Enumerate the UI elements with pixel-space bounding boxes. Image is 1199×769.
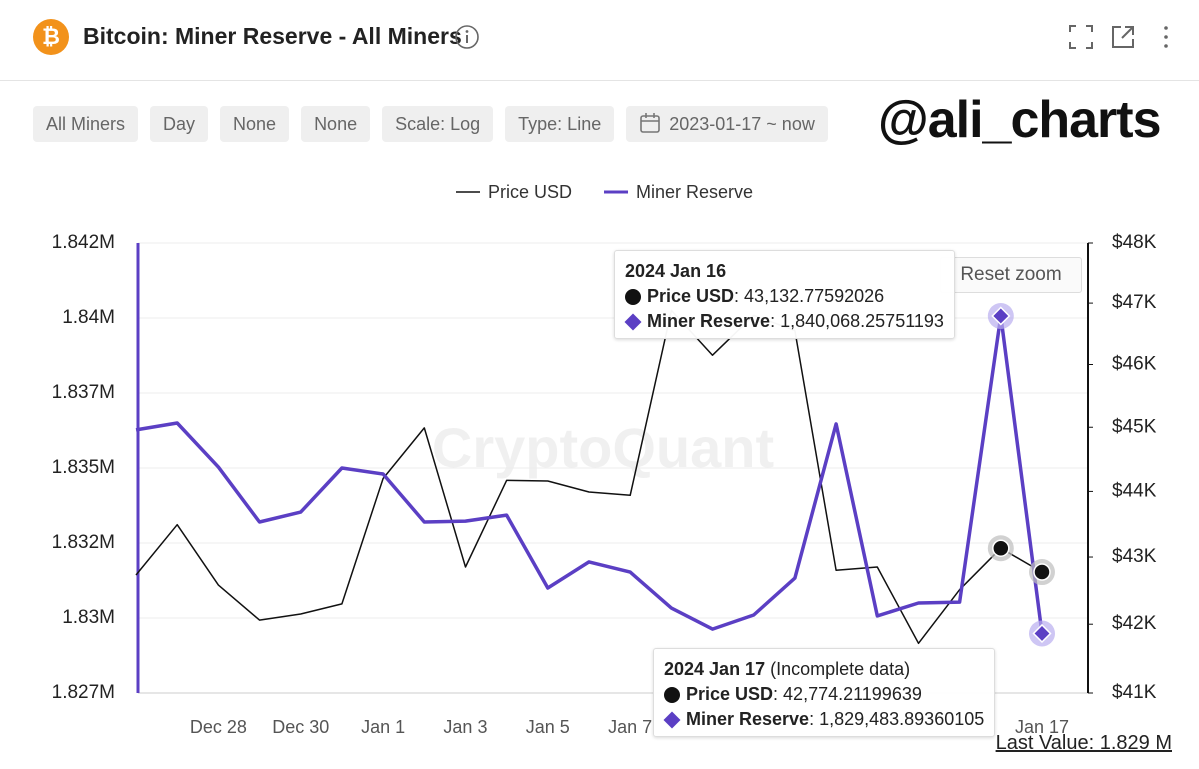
y-tick-label: 1.837M bbox=[52, 382, 115, 403]
y2-tick-label: $45K bbox=[1112, 416, 1157, 437]
tooltip-value: : 42,774.21199639 bbox=[773, 684, 922, 704]
tooltip-series: Miner Reserve bbox=[647, 311, 771, 331]
y2-tick-label: $48K bbox=[1112, 232, 1157, 253]
tooltip-row: Miner Reserve: 1,829,483.89360105 bbox=[663, 709, 985, 730]
tooltip-header: 2024 Jan 17 (Incomplete data) bbox=[664, 659, 984, 680]
y2-tick-label: $43K bbox=[1112, 546, 1157, 567]
tooltip-header: 2024 Jan 16 bbox=[625, 261, 944, 282]
point bbox=[1033, 563, 1051, 581]
control-button[interactable]: Scale: Log bbox=[382, 106, 494, 142]
control-button[interactable]: Type: Line bbox=[505, 106, 615, 142]
controls: All Miners Day None None Scale: Log Type: Lin… bbox=[33, 106, 828, 142]
tooltip-marker bbox=[625, 288, 641, 305]
control-button[interactable]: Day bbox=[150, 106, 209, 142]
fullscreen-icon[interactable] bbox=[1067, 23, 1095, 51]
tooltip-row: Miner Reserve: 1,840,068.25751193 bbox=[624, 311, 944, 332]
tooltip-row: Price USD: 42,774.21199639 bbox=[664, 684, 984, 705]
last-value[interactable]: Last Value: 1.829 M bbox=[995, 732, 1172, 754]
open-icon[interactable] bbox=[1109, 23, 1137, 51]
y-tick-label: 1.832M bbox=[52, 532, 115, 553]
tooltip: 2024 Jan 17 (Incomplete data) Price USD: 4… bbox=[653, 648, 996, 737]
y-tick-label: 1.835M bbox=[52, 457, 115, 478]
legend-label: Price USD bbox=[488, 182, 572, 202]
x-tick-label: Jan 3 bbox=[443, 717, 487, 737]
point bbox=[991, 306, 1011, 326]
legend-label: Miner Reserve bbox=[636, 182, 753, 202]
x-tick-label: Jan 7 bbox=[608, 717, 652, 737]
y-tick-label: 1.84M bbox=[62, 307, 115, 328]
y2-tick-label: $46K bbox=[1112, 354, 1157, 375]
y2-tick-label: $41K bbox=[1112, 682, 1157, 703]
control-button[interactable]: None bbox=[301, 106, 371, 142]
y2-tick-label: $44K bbox=[1112, 480, 1157, 501]
header: ₿ Bitcoin: Miner Reserve - All Miners bbox=[0, 0, 1199, 81]
menu-icon[interactable] bbox=[1161, 23, 1171, 51]
x-tick-label: Dec 28 bbox=[190, 717, 247, 737]
tooltip-title: 2024 Jan 16 bbox=[625, 261, 727, 281]
y-tick-label: 1.842M bbox=[52, 232, 115, 253]
tooltip-value: : 1,840,068.25751193 bbox=[770, 311, 944, 331]
tooltip-marker bbox=[664, 686, 680, 703]
tooltip-value: : 1,829,483.89360105 bbox=[809, 709, 985, 729]
x-tick-label: Jan 17 bbox=[1015, 717, 1069, 737]
control-button[interactable]: 2023-01-17 ~ now bbox=[626, 106, 828, 142]
control-button[interactable]: None bbox=[220, 106, 290, 142]
tooltip-title: 2024 Jan 17 bbox=[664, 659, 766, 679]
tooltip-marker bbox=[624, 313, 642, 330]
x-tick-label: Jan 5 bbox=[526, 717, 570, 737]
y-tick-label: 1.83M bbox=[62, 607, 115, 628]
point bbox=[1032, 623, 1052, 644]
tooltip-series: Miner Reserve bbox=[686, 709, 810, 729]
tooltip-marker bbox=[663, 711, 681, 728]
tooltip-value: : 43,132.77592026 bbox=[734, 286, 885, 306]
watermark-handle: @ali_charts bbox=[878, 91, 1162, 149]
y-tick-label: 1.827M bbox=[52, 682, 115, 703]
tooltip-series: Price USD bbox=[686, 684, 774, 704]
info-icon[interactable] bbox=[452, 22, 482, 52]
tooltip: 2024 Jan 16 Price USD: 43,132.77592026 Min… bbox=[614, 250, 955, 339]
page-title: Bitcoin: Miner Reserve - All Miners bbox=[83, 23, 462, 49]
x-tick-label: Jan 1 bbox=[361, 717, 405, 737]
tooltip-note: (Incomplete data) bbox=[770, 659, 911, 679]
calendar-icon bbox=[640, 113, 661, 133]
y2-tick-label: $47K bbox=[1112, 292, 1157, 313]
x-tick-label: Dec 30 bbox=[272, 717, 329, 737]
watermark: CryptoQuant bbox=[432, 416, 774, 479]
series-line bbox=[135, 314, 1044, 634]
coin-icon: ₿ bbox=[33, 19, 69, 55]
date-range: 2023-01-17 ~ now bbox=[669, 114, 815, 134]
point bbox=[992, 539, 1010, 557]
tooltip-row: Price USD: 43,132.77592026 bbox=[625, 286, 944, 307]
legend: Price USD Miner Reserve bbox=[456, 182, 753, 202]
tooltip-series: Price USD bbox=[647, 286, 735, 306]
control-button[interactable]: All Miners bbox=[33, 106, 139, 142]
series-line bbox=[135, 309, 1043, 645]
y2-tick-label: $42K bbox=[1112, 613, 1157, 634]
reset-zoom-button[interactable]: Reset zoom bbox=[940, 257, 1082, 293]
